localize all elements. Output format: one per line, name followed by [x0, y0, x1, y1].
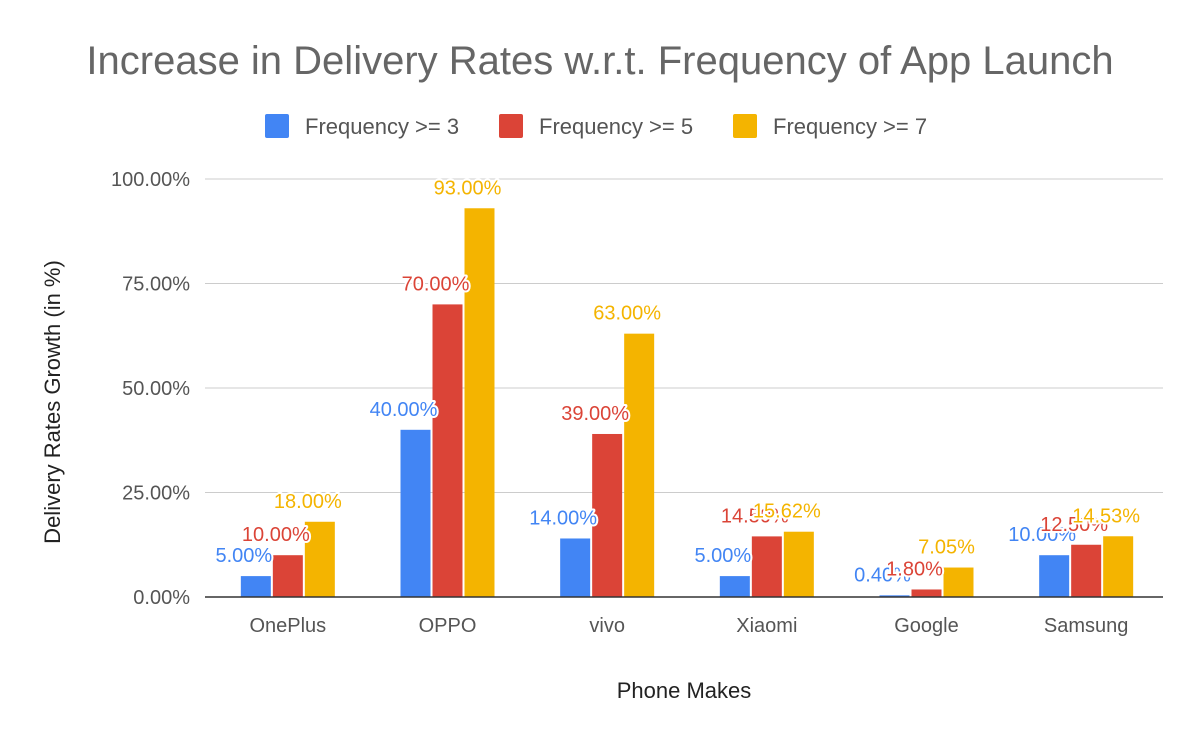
data-label: 5.00%: [215, 545, 272, 567]
y-tick-label: 50.00%: [122, 378, 190, 400]
data-label: 70.00%: [402, 273, 470, 295]
bar: [624, 333, 655, 597]
bar: [751, 536, 782, 597]
chart-title: Increase in Delivery Rates w.r.t. Freque…: [86, 39, 1113, 83]
y-axis-title: Delivery Rates Growth (in %): [40, 260, 65, 544]
data-label: 10.00%: [1008, 524, 1076, 546]
legend-swatch: [265, 114, 289, 138]
bars: [240, 208, 1134, 597]
data-label: 15.62%: [753, 501, 821, 523]
x-tick-label: Samsung: [1044, 615, 1129, 637]
data-label: 1.80%: [886, 558, 943, 580]
gridlines: [205, 178, 1163, 493]
legend-label: Frequency >= 5: [539, 114, 693, 139]
bar: [879, 595, 910, 597]
x-tick-label: vivo: [589, 615, 625, 637]
y-axis-ticks: 0.00% 25.00% 50.00% 75.00% 100.00%: [111, 169, 190, 609]
bar: [1103, 536, 1134, 597]
legend-swatch: [499, 114, 523, 138]
x-tick-label: Google: [894, 615, 959, 637]
data-label: 7.05%: [918, 537, 975, 559]
bar: [1071, 544, 1102, 597]
bar: [911, 589, 942, 597]
x-tick-label: OPPO: [419, 615, 477, 637]
x-tick-label: Xiaomi: [736, 615, 797, 637]
bar: [432, 304, 463, 597]
bar: [400, 429, 431, 597]
bar: [592, 433, 623, 597]
legend-label: Frequency >= 3: [305, 114, 459, 139]
bar: [943, 567, 974, 597]
data-label: 14.53%: [1072, 505, 1140, 527]
bar: [560, 538, 591, 597]
bar: [783, 531, 814, 597]
data-label: 39.00%: [561, 403, 629, 425]
data-label: 18.00%: [274, 491, 342, 513]
data-labels: 5.00%10.00%18.00%40.00%70.00%93.00%14.00…: [213, 175, 1142, 588]
data-label: 10.00%: [242, 524, 310, 546]
y-tick-label: 0.00%: [133, 587, 190, 609]
data-label: 14.00%: [529, 507, 597, 529]
data-label: 5.00%: [694, 545, 751, 567]
legend-swatch: [733, 114, 757, 138]
y-tick-label: 75.00%: [122, 274, 190, 296]
x-axis-ticks: OnePlus OPPO vivo Xiaomi Google Samsung: [249, 615, 1128, 637]
legend-label: Frequency >= 7: [773, 114, 927, 139]
x-tick-label: OnePlus: [249, 615, 326, 637]
bar: [272, 555, 303, 597]
y-tick-label: 25.00%: [122, 483, 190, 505]
data-label: 0.40%: [854, 564, 911, 586]
legend: Frequency >= 3 Frequency >= 5 Frequency >=…: [265, 114, 927, 139]
data-label: 40.00%: [370, 399, 438, 421]
bar: [1039, 555, 1070, 597]
data-label: 14.50%: [721, 505, 789, 527]
bar: [719, 576, 750, 597]
bar: [304, 521, 335, 597]
bar: [240, 576, 271, 597]
bar: [464, 208, 495, 597]
y-tick-label: 100.00%: [111, 169, 190, 191]
data-label: 93.00%: [434, 177, 502, 199]
data-label: 12.50%: [1040, 514, 1108, 536]
x-axis-title: Phone Makes: [617, 678, 752, 703]
data-label: 63.00%: [593, 303, 661, 325]
